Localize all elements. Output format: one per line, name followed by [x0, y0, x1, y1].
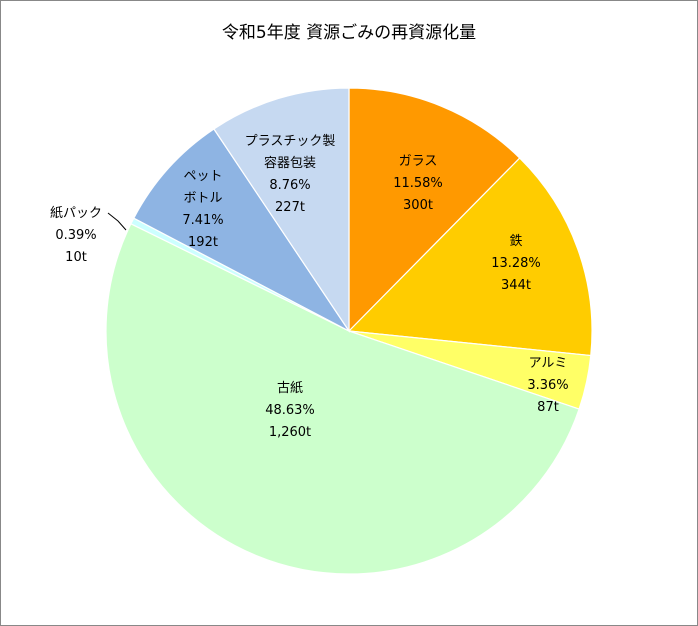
slice-amount-label-6: 192t [188, 235, 218, 250]
pie-slices [105, 87, 593, 575]
slice-percent-label-5: 0.39% [55, 228, 96, 243]
slice-amount-label-1: 300t [403, 198, 433, 213]
slice-percent-label-3: 3.36% [527, 378, 568, 393]
slice-name-label-4: 古紙 [277, 381, 303, 396]
slice-amount-label-3: 87t [537, 400, 559, 415]
slice-percent-label-2: 13.28% [491, 256, 541, 271]
pie-slice-7 [213, 87, 350, 333]
slice-name-label-6: ペット [183, 169, 222, 184]
slice-amount-label-4: 1,260t [269, 425, 311, 440]
slice-name-label-1: ガラス [399, 154, 438, 169]
pie-slice-4 [105, 222, 580, 575]
slice-name-label-5: 紙パック [50, 206, 102, 221]
slice-percent-label-6: 7.41% [182, 213, 223, 228]
slice-labels: ガラス 11.58% 300t 鉄 13.28% 344t アルミ 3.36% 87t 古紙 48.… [50, 134, 569, 440]
slice-name-label-3: アルミ [529, 356, 568, 371]
slice-name-label-7: 容器包装 [264, 155, 316, 171]
slice-name-label-6: ボトル [183, 191, 222, 206]
pie-slice-6 [132, 128, 350, 332]
slice-amount-label-2: 344t [501, 278, 531, 293]
slice-name-label-7: プラスチック製 [245, 134, 336, 149]
slice-amount-label-5: 10t [65, 250, 87, 265]
slice-percent-label-1: 11.58% [393, 176, 443, 191]
leader-line [107, 212, 127, 231]
pie-slice-1 [348, 87, 521, 333]
slice-percent-label-4: 48.63% [265, 403, 315, 418]
chart-title: 令和5年度 資源ごみの再資源化量 [221, 23, 477, 43]
pie-slice-2 [347, 157, 593, 357]
slice-amount-label-7: 227t [275, 200, 305, 215]
slice-name-label-2: 鉄 [509, 234, 522, 249]
slice-percent-label-7: 8.76% [269, 178, 310, 193]
